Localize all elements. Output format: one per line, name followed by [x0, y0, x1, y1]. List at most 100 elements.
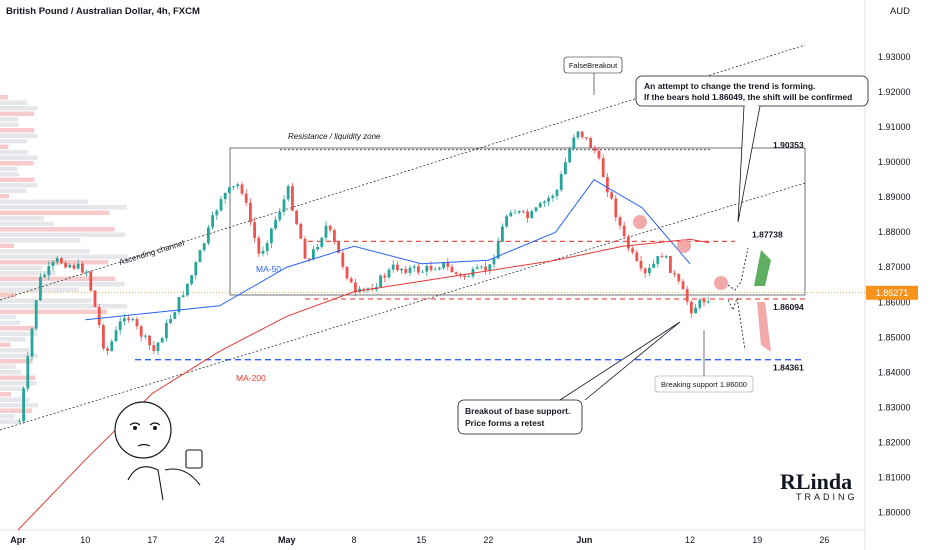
- bear-arrow: [757, 302, 771, 352]
- candle-body: [664, 255, 668, 258]
- volume-profile-bar: [0, 188, 27, 193]
- volume-profile-bar: [0, 326, 36, 331]
- candle-body: [232, 186, 235, 188]
- candle-body: [274, 219, 277, 229]
- signal-circle: [633, 215, 647, 229]
- candle-body: [228, 187, 231, 193]
- candle-body: [429, 265, 433, 270]
- candle-body: [484, 266, 487, 271]
- y-tick-label: 1.85000: [878, 332, 911, 342]
- breaking-support-label: Breaking support 1.86000: [661, 380, 747, 389]
- candle-body: [648, 267, 651, 274]
- volume-profile-bar: [0, 150, 28, 155]
- volume-profile-bar: [0, 370, 21, 375]
- candle-body: [152, 345, 156, 351]
- candle-body: [148, 335, 151, 346]
- candle-body: [694, 307, 697, 314]
- candle-body: [198, 250, 202, 263]
- candle-body: [618, 217, 622, 226]
- candle-body: [496, 241, 500, 259]
- candle-body: [543, 201, 546, 204]
- x-tick-label: Apr: [10, 535, 26, 545]
- x-tick-label: 15: [416, 535, 426, 545]
- candle-body: [123, 318, 126, 322]
- candle-body: [47, 266, 51, 276]
- volume-profile-bar: [0, 111, 34, 116]
- volume-profile-bar: [0, 359, 33, 364]
- volume-profile-bar: [0, 315, 17, 320]
- candle-body: [207, 227, 210, 244]
- callout-top-mask: [745, 104, 758, 107]
- candle-body: [564, 162, 567, 175]
- candle-body: [433, 269, 437, 271]
- candle-body: [702, 299, 706, 303]
- candle-body: [555, 189, 559, 196]
- candle-body: [156, 342, 160, 351]
- candle-body: [312, 249, 315, 260]
- volume-profile-bar: [0, 210, 110, 215]
- brand-logo-sub: TRADING: [796, 492, 858, 502]
- y-tick-label: 1.81000: [878, 472, 911, 482]
- channel-upper-line: [0, 44, 806, 301]
- x-tick-label: 10: [80, 535, 90, 545]
- candle-body: [286, 186, 290, 200]
- candle-body: [349, 278, 353, 283]
- candle-body: [358, 288, 361, 292]
- x-tick-label: 26: [819, 535, 829, 545]
- false-breakout-box: [563, 56, 623, 74]
- candle-body: [396, 264, 399, 271]
- candle-body: [505, 216, 508, 227]
- callout-bottom-box: [457, 399, 583, 435]
- candle-body: [677, 274, 681, 282]
- candle-body: [282, 199, 286, 212]
- candle-body: [240, 184, 244, 194]
- candle-body: [559, 174, 563, 190]
- volume-profile-bar: [0, 276, 116, 281]
- candle-body: [366, 288, 370, 290]
- candle-body: [215, 210, 219, 216]
- candle-body: [173, 312, 177, 320]
- volume-profile-bar: [0, 172, 19, 177]
- candle-body: [165, 322, 168, 339]
- coffee-cup-icon: [185, 449, 203, 469]
- candle-body: [551, 195, 555, 198]
- body-sketch: [127, 466, 201, 501]
- candle-body: [249, 202, 252, 223]
- volume-profile-bar: [0, 348, 30, 353]
- candle-body: [85, 271, 88, 273]
- candle-body: [110, 341, 114, 351]
- candle-body: [219, 199, 223, 211]
- candle-body: [236, 184, 240, 187]
- volume-profile-bar: [0, 386, 25, 391]
- chart-title: British Pound / Australian Dollar, 4h, F…: [6, 6, 200, 17]
- current-price-label: 1.86271: [876, 288, 909, 298]
- candle-body: [362, 288, 366, 290]
- candle-body: [606, 177, 609, 193]
- candle-body: [194, 262, 198, 276]
- volume-profile-bar: [0, 271, 56, 276]
- candle-body: [30, 328, 34, 357]
- candle-body: [22, 388, 25, 422]
- volume-profile-bar: [0, 392, 12, 397]
- candle-body: [43, 275, 46, 277]
- current-price-badge: [866, 285, 918, 300]
- level-label: 1.87738: [752, 229, 783, 239]
- candle-body: [522, 210, 525, 212]
- y-tick-label: 1.92000: [878, 87, 911, 97]
- volume-profile-bar: [0, 221, 54, 226]
- callout-top-line2: If the bears hold 1.86049, the shift wil…: [644, 92, 852, 102]
- ma50-label: MA-50: [256, 264, 281, 274]
- volume-profile-bar: [0, 353, 38, 358]
- candle-body: [417, 266, 420, 273]
- volume-profile-bar: [0, 144, 9, 149]
- candle-body: [76, 263, 80, 269]
- candle-body: [114, 330, 118, 342]
- volume-profile-bar: [0, 419, 22, 424]
- volume-profile-bar: [0, 161, 34, 166]
- level-label: 1.90353: [773, 140, 804, 150]
- volume-profile-bar: [0, 331, 38, 336]
- volume-profile-bar: [0, 243, 15, 248]
- candle-body: [299, 223, 303, 239]
- y-tick-label: 1.93000: [878, 52, 911, 62]
- candle-body: [144, 335, 147, 337]
